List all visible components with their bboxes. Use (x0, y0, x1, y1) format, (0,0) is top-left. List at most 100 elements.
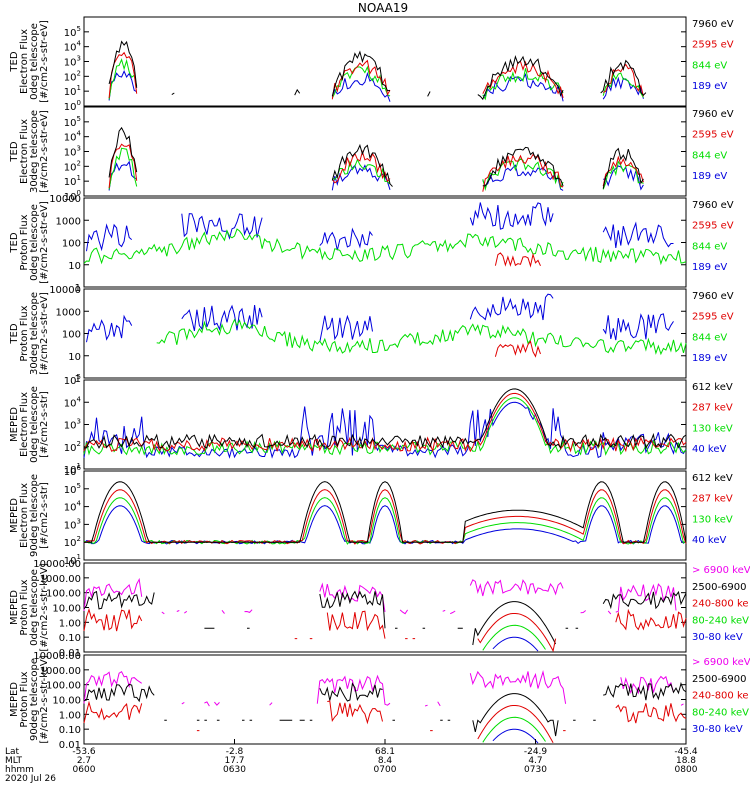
y-axis-label-line: [#/cm2-s-str] (39, 391, 50, 458)
series-line-green (108, 58, 644, 101)
panel-frame (83, 379, 687, 470)
legend-entry-red: 240-800 ke (692, 691, 749, 702)
panel-frame (83, 654, 687, 745)
y-tick-label: 106 (64, 464, 82, 478)
y-axis-label-line: [#/cm2-s-str-eV] (39, 292, 50, 375)
series-line-blue (83, 505, 687, 545)
panel-frame (83, 197, 687, 288)
panel-7: 0.01 0.10 1.00 10.00 100.00 1000.00 10000.00 ME… (9, 559, 750, 659)
y-tick-label: 103 (64, 418, 81, 432)
y-tick-label: 10.00 (52, 604, 81, 615)
series-line-green (83, 497, 687, 545)
y-tick-label: 100.00 (46, 589, 81, 600)
y-tick-label: 1000.00 (40, 666, 81, 677)
legend-entry-green: 80-240 keV (692, 615, 749, 626)
x-tick-mlt: 4.7 (528, 756, 542, 766)
y-axis-label-line: MEPED (9, 590, 20, 625)
y-tick-label: 105 (64, 482, 81, 496)
series-line-red (108, 143, 644, 192)
y-axis-label-line: Electron Flux (19, 392, 30, 457)
panel-frame (83, 106, 687, 197)
y-axis-label-line: [#/cm2-s-str-keV] (39, 563, 50, 651)
y-tick-label: 10000.00 (33, 559, 81, 570)
y-tick-label: 10000 (49, 285, 81, 296)
y-tick-label: 1 (75, 283, 81, 294)
series-line-green (482, 624, 546, 651)
x-row-label: 2020 Jul 26 (5, 774, 56, 784)
y-tick-label: 1000 (56, 216, 81, 227)
y-axis-label-line: [#/cm2-s-str-keV] (39, 655, 50, 743)
panel-frame (83, 470, 687, 561)
x-tick-time: 0630 (223, 765, 246, 775)
y-tick-label: 105 (64, 25, 81, 39)
legend-entry-red: 2595 eV (692, 312, 734, 323)
panel-8: 0.01 0.10 1.00 10.00 100.00 1000.00 10000.00 ME… (9, 651, 750, 751)
y-tick-label: 1.00 (59, 618, 81, 629)
y-tick-label: 103 (64, 145, 81, 159)
legend-entry-green: 130 keV (692, 514, 733, 525)
series-line-blue (86, 293, 674, 343)
series-line-red (83, 700, 687, 744)
legend-entry-red: 287 keV (692, 403, 733, 414)
y-tick-label: 102 (64, 69, 81, 83)
y-axis-label-line: 0deg telescope (29, 386, 40, 463)
y-axis-label-line: TED (9, 141, 20, 162)
x-tick-lat: -2.8 (226, 747, 244, 757)
x-tick-lat: 68.1 (375, 747, 395, 757)
legend-entry-green: 130 keV (692, 423, 733, 434)
legend-entry-blue: 189 eV (692, 171, 727, 182)
series-line-blue (492, 636, 539, 652)
legend-entry-black: 7960 eV (692, 109, 734, 120)
series-line-blue (83, 401, 687, 459)
legend-entry-green: 844 eV (692, 241, 727, 252)
y-tick-label: 102 (64, 159, 81, 173)
series-line-green (83, 228, 687, 266)
x-row-label: Lat (5, 747, 20, 757)
plot-title: NOAA19 (358, 1, 408, 15)
y-tick-label: 0.10 (59, 633, 81, 644)
x-row-label: hhmm (5, 765, 34, 775)
series-line-red (494, 340, 541, 358)
y-tick-label: 100.00 (46, 681, 81, 692)
panel-4: 1 10 100 1000 10000 TED Proton Flux 30deg teles… (9, 285, 734, 385)
legend-entry-blue: 189 eV (692, 81, 727, 92)
legend-entry-black: 612 keV (692, 382, 733, 393)
series-line-green (482, 716, 546, 743)
y-axis-label-line: [#/cm2-s-str-eV] (39, 110, 50, 193)
y-tick-label: 10 (68, 352, 81, 363)
x-tick-time: 0600 (73, 765, 96, 775)
legend-entry-red: 240-800 ke (692, 599, 749, 610)
y-tick-label: 1000 (56, 307, 81, 318)
legend-entry-black: 2500-6900 (692, 674, 747, 685)
y-axis-label-line: Electron Flux (19, 483, 30, 548)
y-tick-label: 102 (64, 440, 81, 454)
series-line-black (84, 481, 687, 543)
y-tick-label: 101 (64, 84, 81, 98)
series-line-blue (86, 202, 674, 252)
y-tick-label: 103 (64, 517, 81, 531)
y-tick-label: 104 (64, 500, 82, 514)
series-line-black (83, 681, 687, 737)
series-line-red (83, 392, 687, 453)
y-tick-label: 105 (64, 115, 81, 129)
y-axis-label-line: [#/cm2-s-str] (39, 482, 50, 549)
legend-entry-green: 80-240 keV (692, 707, 749, 718)
legend-entry-blue: 189 eV (692, 353, 727, 364)
y-axis-label-line: Proton Flux (19, 671, 30, 727)
y-axis-label-line: [#/cm2-s-str-eV] (39, 20, 50, 103)
y-axis-label-line: 0deg telescope (29, 569, 40, 646)
x-row-label: MLT (5, 756, 23, 766)
panel-frame (83, 16, 687, 107)
x-tick-time: 0800 (675, 765, 698, 775)
x-tick-mlt: 17.7 (224, 756, 244, 766)
y-axis-label-line: MEPED (9, 407, 20, 442)
legend-entry-black: 612 keV (692, 473, 733, 484)
series-line-blue (492, 728, 539, 744)
x-tick-lat: -53.6 (72, 747, 96, 757)
legend-entry-green: 844 eV (692, 332, 727, 343)
series-line-red (108, 51, 644, 100)
y-tick-label: 10000.00 (33, 651, 81, 662)
y-axis-label-line: Proton Flux (19, 579, 30, 635)
